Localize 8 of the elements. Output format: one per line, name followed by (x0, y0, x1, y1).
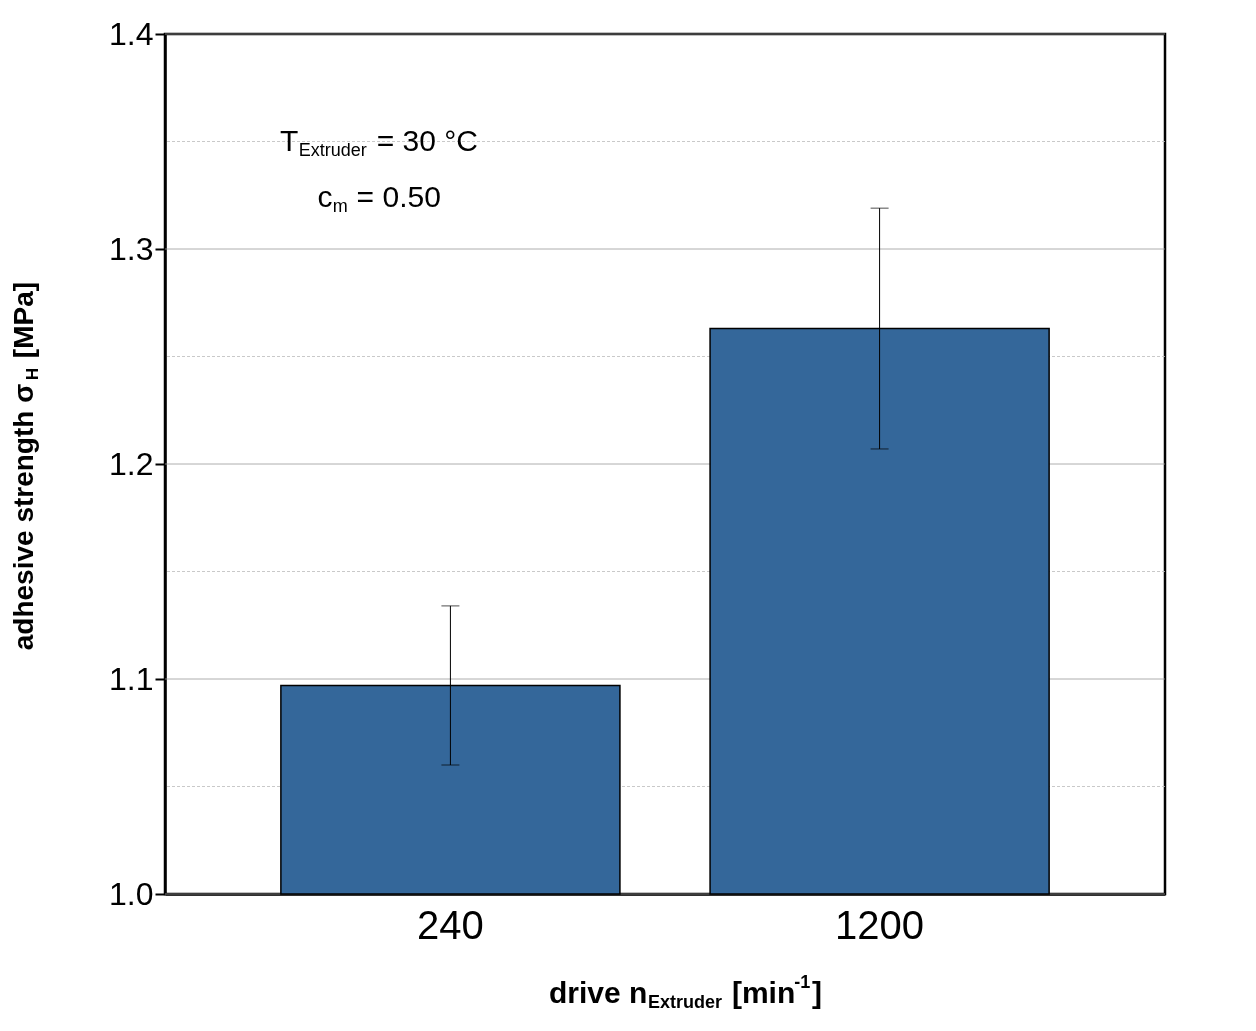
y-tick-label: 1.4 (109, 15, 154, 52)
y-tick-label: 1.0 (109, 875, 154, 912)
y-axis-title: adhesive strength σH [MPa] (8, 281, 43, 651)
y-tick-label: 1.2 (109, 445, 154, 482)
x-tick-label: 1200 (835, 902, 925, 947)
y-tick-label: 1.3 (109, 230, 154, 267)
y-tick-label: 1.1 (109, 660, 154, 697)
x-tick-label: 240 (417, 902, 484, 947)
